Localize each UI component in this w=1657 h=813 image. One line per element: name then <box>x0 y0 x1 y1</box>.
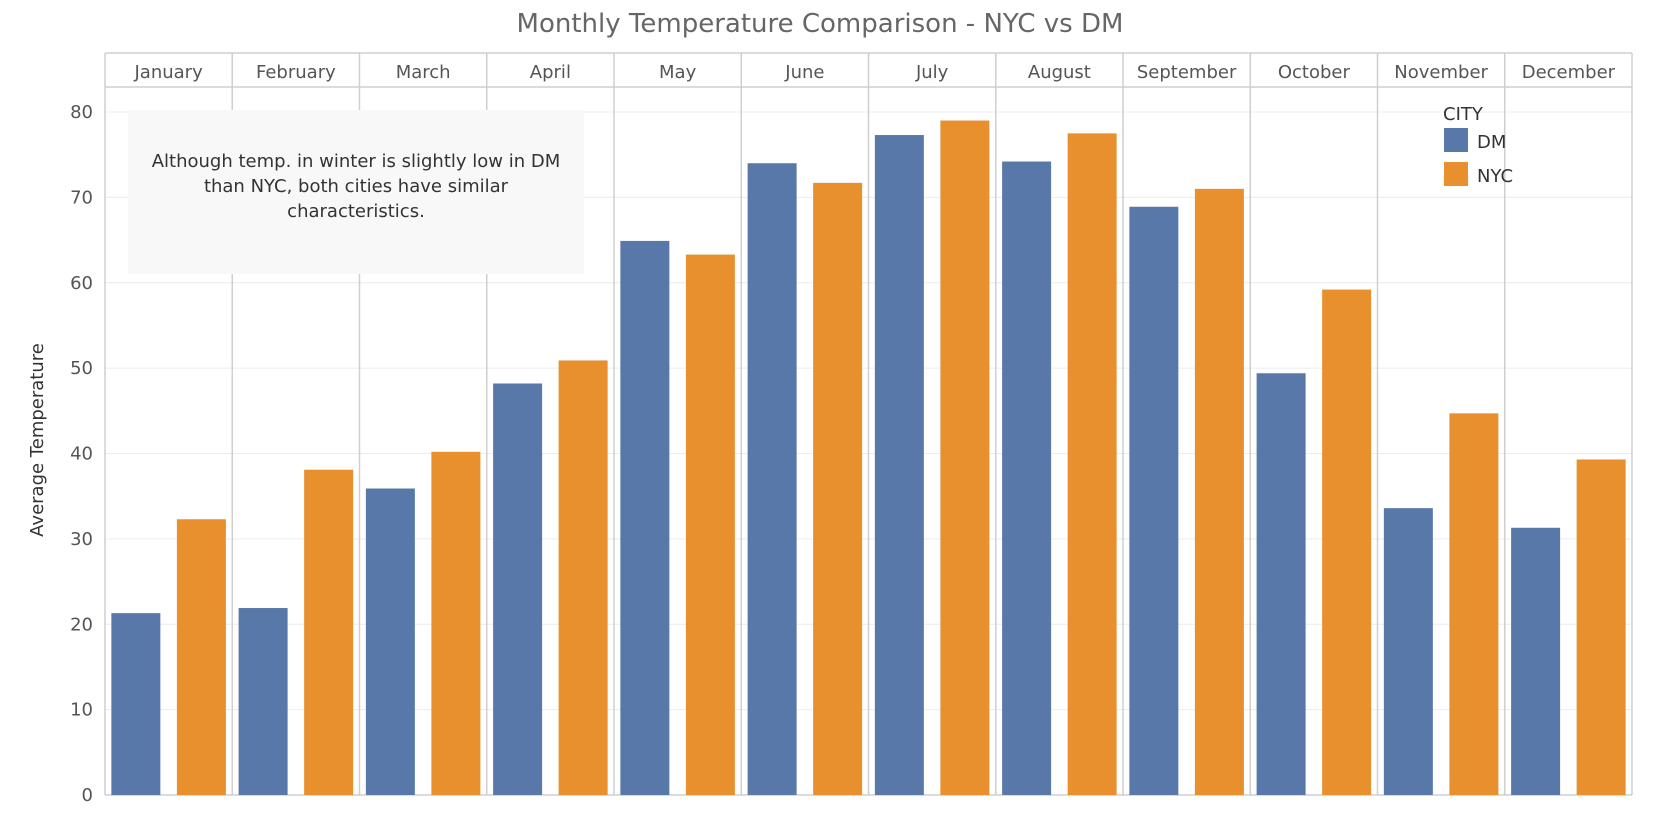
bar-dm-august <box>1002 161 1052 795</box>
bar-nyc-march <box>431 451 481 795</box>
month-header-may: May <box>659 62 697 83</box>
bar-nyc-june <box>813 182 863 795</box>
legend-swatch-dm <box>1444 128 1468 152</box>
month-header-july: July <box>915 62 949 83</box>
y-tick-label: 10 <box>70 700 93 721</box>
y-tick-label: 40 <box>70 444 93 465</box>
month-header-november: November <box>1394 62 1488 83</box>
y-tick-label: 70 <box>70 187 93 208</box>
bar-nyc-august <box>1067 133 1117 795</box>
legend-title: CITY <box>1443 104 1484 125</box>
month-header-june: June <box>784 62 824 83</box>
bar-dm-january <box>111 613 161 795</box>
bar-nyc-december <box>1576 459 1626 795</box>
month-header-december: December <box>1522 62 1616 83</box>
bar-nyc-february <box>304 469 354 795</box>
month-headers: January February March April May June July Augu… <box>134 62 1616 83</box>
y-axis-ticks: 0 10 20 30 40 50 60 70 80 <box>70 102 93 806</box>
bar-dm-april <box>493 383 543 795</box>
bar-dm-december <box>1511 527 1561 795</box>
bar-dm-july <box>874 135 924 795</box>
y-tick-label: 50 <box>70 358 93 379</box>
bars <box>111 120 1626 796</box>
bar-nyc-october <box>1322 289 1372 795</box>
bar-dm-june <box>747 163 797 796</box>
month-header-january: January <box>134 62 204 83</box>
bar-nyc-september <box>1194 188 1244 795</box>
bar-dm-september <box>1129 206 1179 796</box>
bar-nyc-may <box>685 254 735 796</box>
bar-nyc-january <box>176 519 226 795</box>
month-header-april: April <box>530 62 571 83</box>
y-tick-label: 80 <box>70 102 93 123</box>
legend-label-dm: DM <box>1477 132 1506 153</box>
month-header-february: February <box>256 62 336 83</box>
annotation-box: Although temp. in winter is slightly low… <box>128 110 584 274</box>
y-tick-label: 30 <box>70 529 93 550</box>
bar-nyc-november <box>1449 413 1499 795</box>
y-axis-label: Average Temperature <box>27 343 48 537</box>
bar-dm-february <box>238 608 288 795</box>
y-tick-label: 60 <box>70 273 93 294</box>
bar-dm-may <box>620 240 670 795</box>
bar-nyc-april <box>558 360 608 795</box>
legend-label-nyc: NYC <box>1477 166 1513 187</box>
annotation-text: Although temp. in winter is slightly low… <box>151 150 561 222</box>
legend-swatch-nyc <box>1444 162 1468 186</box>
bar-dm-november <box>1383 508 1433 795</box>
y-tick-label: 0 <box>82 785 93 806</box>
bar-nyc-july <box>940 120 990 796</box>
bar-dm-march <box>365 488 415 795</box>
month-header-august: August <box>1028 62 1091 83</box>
month-header-march: March <box>396 62 451 83</box>
legend: CITY DM NYC <box>1443 104 1513 187</box>
chart-title: Monthly Temperature Comparison - NYC vs … <box>517 9 1124 39</box>
bar-dm-october <box>1256 373 1306 795</box>
month-header-september: September <box>1137 62 1237 83</box>
month-header-october: October <box>1278 62 1351 83</box>
y-tick-label: 20 <box>70 614 93 635</box>
